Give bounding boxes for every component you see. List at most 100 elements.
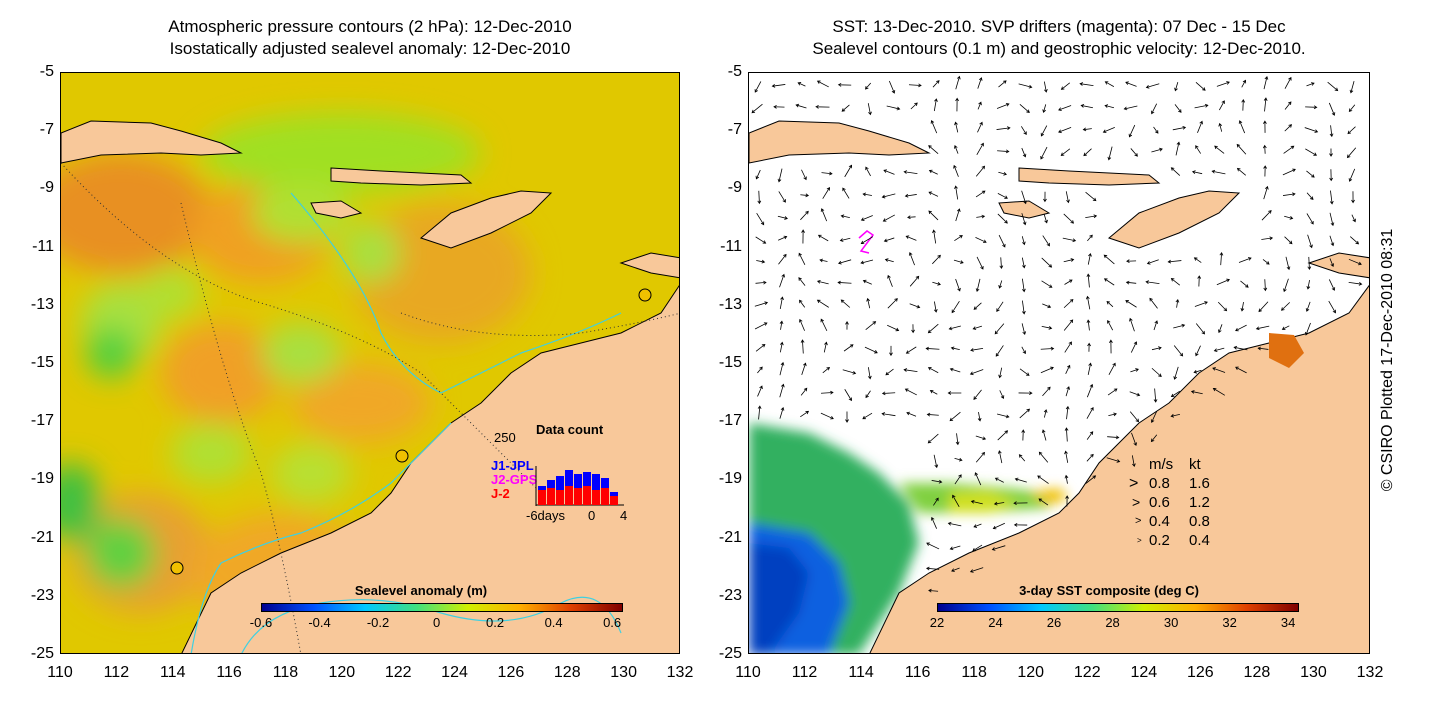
velocity-arrow: [1328, 300, 1336, 314]
velocity-arrow: [862, 279, 872, 285]
velocity-arrow: [1129, 317, 1135, 332]
velocity-arrow: [947, 391, 962, 395]
velocity-arrow: [1085, 475, 1097, 484]
velocity-arrow: [975, 190, 986, 198]
velocity-arrow: [1043, 81, 1048, 93]
velocity-arrow: [1108, 362, 1116, 376]
velocity-arrow: [910, 102, 918, 110]
velocity-arrow: [1021, 147, 1027, 158]
velocity-arrow: [977, 77, 983, 89]
velocity-arrow: [973, 389, 982, 400]
velocity-arrow: [1261, 236, 1274, 241]
velocity-arrow: [1013, 501, 1028, 506]
latitude-tick-label: -19: [718, 470, 742, 488]
velocity-arrow: [1040, 125, 1048, 137]
velocity-arrow: [1018, 83, 1033, 89]
legend-ms-value: 0.4: [1149, 513, 1170, 530]
velocity-arrow: [1351, 191, 1355, 204]
velocity-arrow: [1307, 256, 1312, 270]
velocity-arrow: [1103, 278, 1115, 286]
velocity-arrow: [954, 474, 962, 485]
velocity-arrow: [819, 258, 828, 263]
longitude-tick-label: 116: [904, 664, 931, 681]
velocity-arrows: [751, 75, 1363, 593]
velocity-arrow: [1216, 278, 1231, 286]
velocity-arrow: [972, 325, 983, 330]
velocity-arrow: [884, 258, 894, 263]
left-title-line1: Atmospheric pressure contours (2 hPa): 1…: [168, 17, 572, 36]
velocity-arrow: [1211, 169, 1226, 175]
velocity-arrow: [997, 213, 1008, 224]
velocity-arrow: [1263, 120, 1267, 133]
velocity-arrow: [1043, 191, 1047, 203]
velocity-arrow: [1197, 120, 1203, 133]
velocity-arrow: [1175, 141, 1181, 156]
velocity-arrow: [1173, 323, 1186, 329]
velocity-arrow: [1329, 258, 1335, 268]
velocity-arrow: [1195, 345, 1201, 357]
velocity-arrow: [1063, 319, 1074, 331]
velocity-arrow: [816, 299, 829, 308]
velocity-arrow: [928, 191, 939, 197]
velocity-arrow: [1258, 301, 1269, 313]
velocity-arrow: [883, 237, 895, 243]
velocity-arrow: [951, 301, 960, 314]
velocity-arrow: [926, 542, 940, 550]
velocity-arrow: [1193, 369, 1202, 374]
velocity-arrow: [1021, 236, 1026, 246]
velocity-arrow: [976, 256, 984, 270]
velocity-arrow: [933, 98, 938, 112]
velocity-arrow: [798, 277, 806, 286]
velocity-arrow: [1040, 346, 1055, 351]
velocity-arrow: [928, 145, 939, 154]
velocity-arrow: [931, 479, 943, 484]
velocity-arrow: [1257, 346, 1269, 351]
velocity-arrow: [972, 544, 983, 552]
longitude-tick-label: 124: [441, 664, 468, 681]
velocity-arrow: [1107, 388, 1118, 396]
velocity-arrow: [907, 215, 916, 220]
velocity-arrow: [1218, 324, 1223, 334]
velocity-arrow: [778, 235, 788, 241]
velocity-arrow: [1349, 236, 1360, 245]
velocity-arrow: [801, 229, 805, 244]
data-count-x-label-end: 4: [620, 508, 628, 523]
latitude-tick-label: -23: [718, 586, 742, 604]
velocity-arrow: [932, 229, 937, 244]
velocity-arrow: [909, 275, 920, 287]
velocity-arrow: [822, 186, 830, 199]
velocity-arrow: [1038, 451, 1049, 463]
series-label-j-2: J-2: [491, 486, 510, 501]
velocity-arrow: [1263, 76, 1269, 90]
velocity-arrow: [927, 367, 939, 374]
latitude-tick-label: -9: [39, 179, 54, 197]
sst-colorbar: 3-day SST composite (deg C) 22 24 26 28 30 32…: [899, 583, 1319, 643]
velocity-arrow: [865, 390, 871, 399]
velocity-arrow: [977, 121, 983, 133]
colorbar-tick-label: 0.2: [486, 615, 505, 630]
velocity-arrow: [975, 236, 987, 244]
velocity-arrow: [973, 302, 982, 310]
velocity-legend-row: > 0.2 0.4: [1129, 531, 1249, 550]
velocity-arrow: [933, 454, 939, 469]
colorbar-tick-label: 0.4: [544, 615, 563, 630]
velocity-arrow: [797, 82, 806, 87]
latitude-tick-label: -19: [30, 470, 54, 488]
velocity-arrow: [889, 345, 893, 357]
colorbar-tick-label: 24: [988, 615, 1003, 630]
legend-arrow-icon: >: [1129, 475, 1139, 492]
velocity-arrow: [1240, 301, 1245, 312]
velocity-arrow: [1125, 300, 1137, 308]
velocity-arrow: [1145, 83, 1160, 89]
velocity-arrow: [994, 477, 1004, 483]
velocity-arrow: [860, 215, 873, 221]
velocity-arrow: [1235, 324, 1247, 332]
velocity-arrow: [771, 83, 786, 88]
velocity-arrow: [926, 412, 939, 417]
longitude-tick-label: 118: [272, 664, 299, 681]
velocity-arrow: [800, 410, 810, 418]
velocity-arrow: [1219, 251, 1224, 266]
velocity-legend-row: > 0.6 1.2: [1129, 493, 1249, 512]
velocity-arrow: [1131, 432, 1137, 447]
velocity-arrow: [1263, 185, 1269, 200]
